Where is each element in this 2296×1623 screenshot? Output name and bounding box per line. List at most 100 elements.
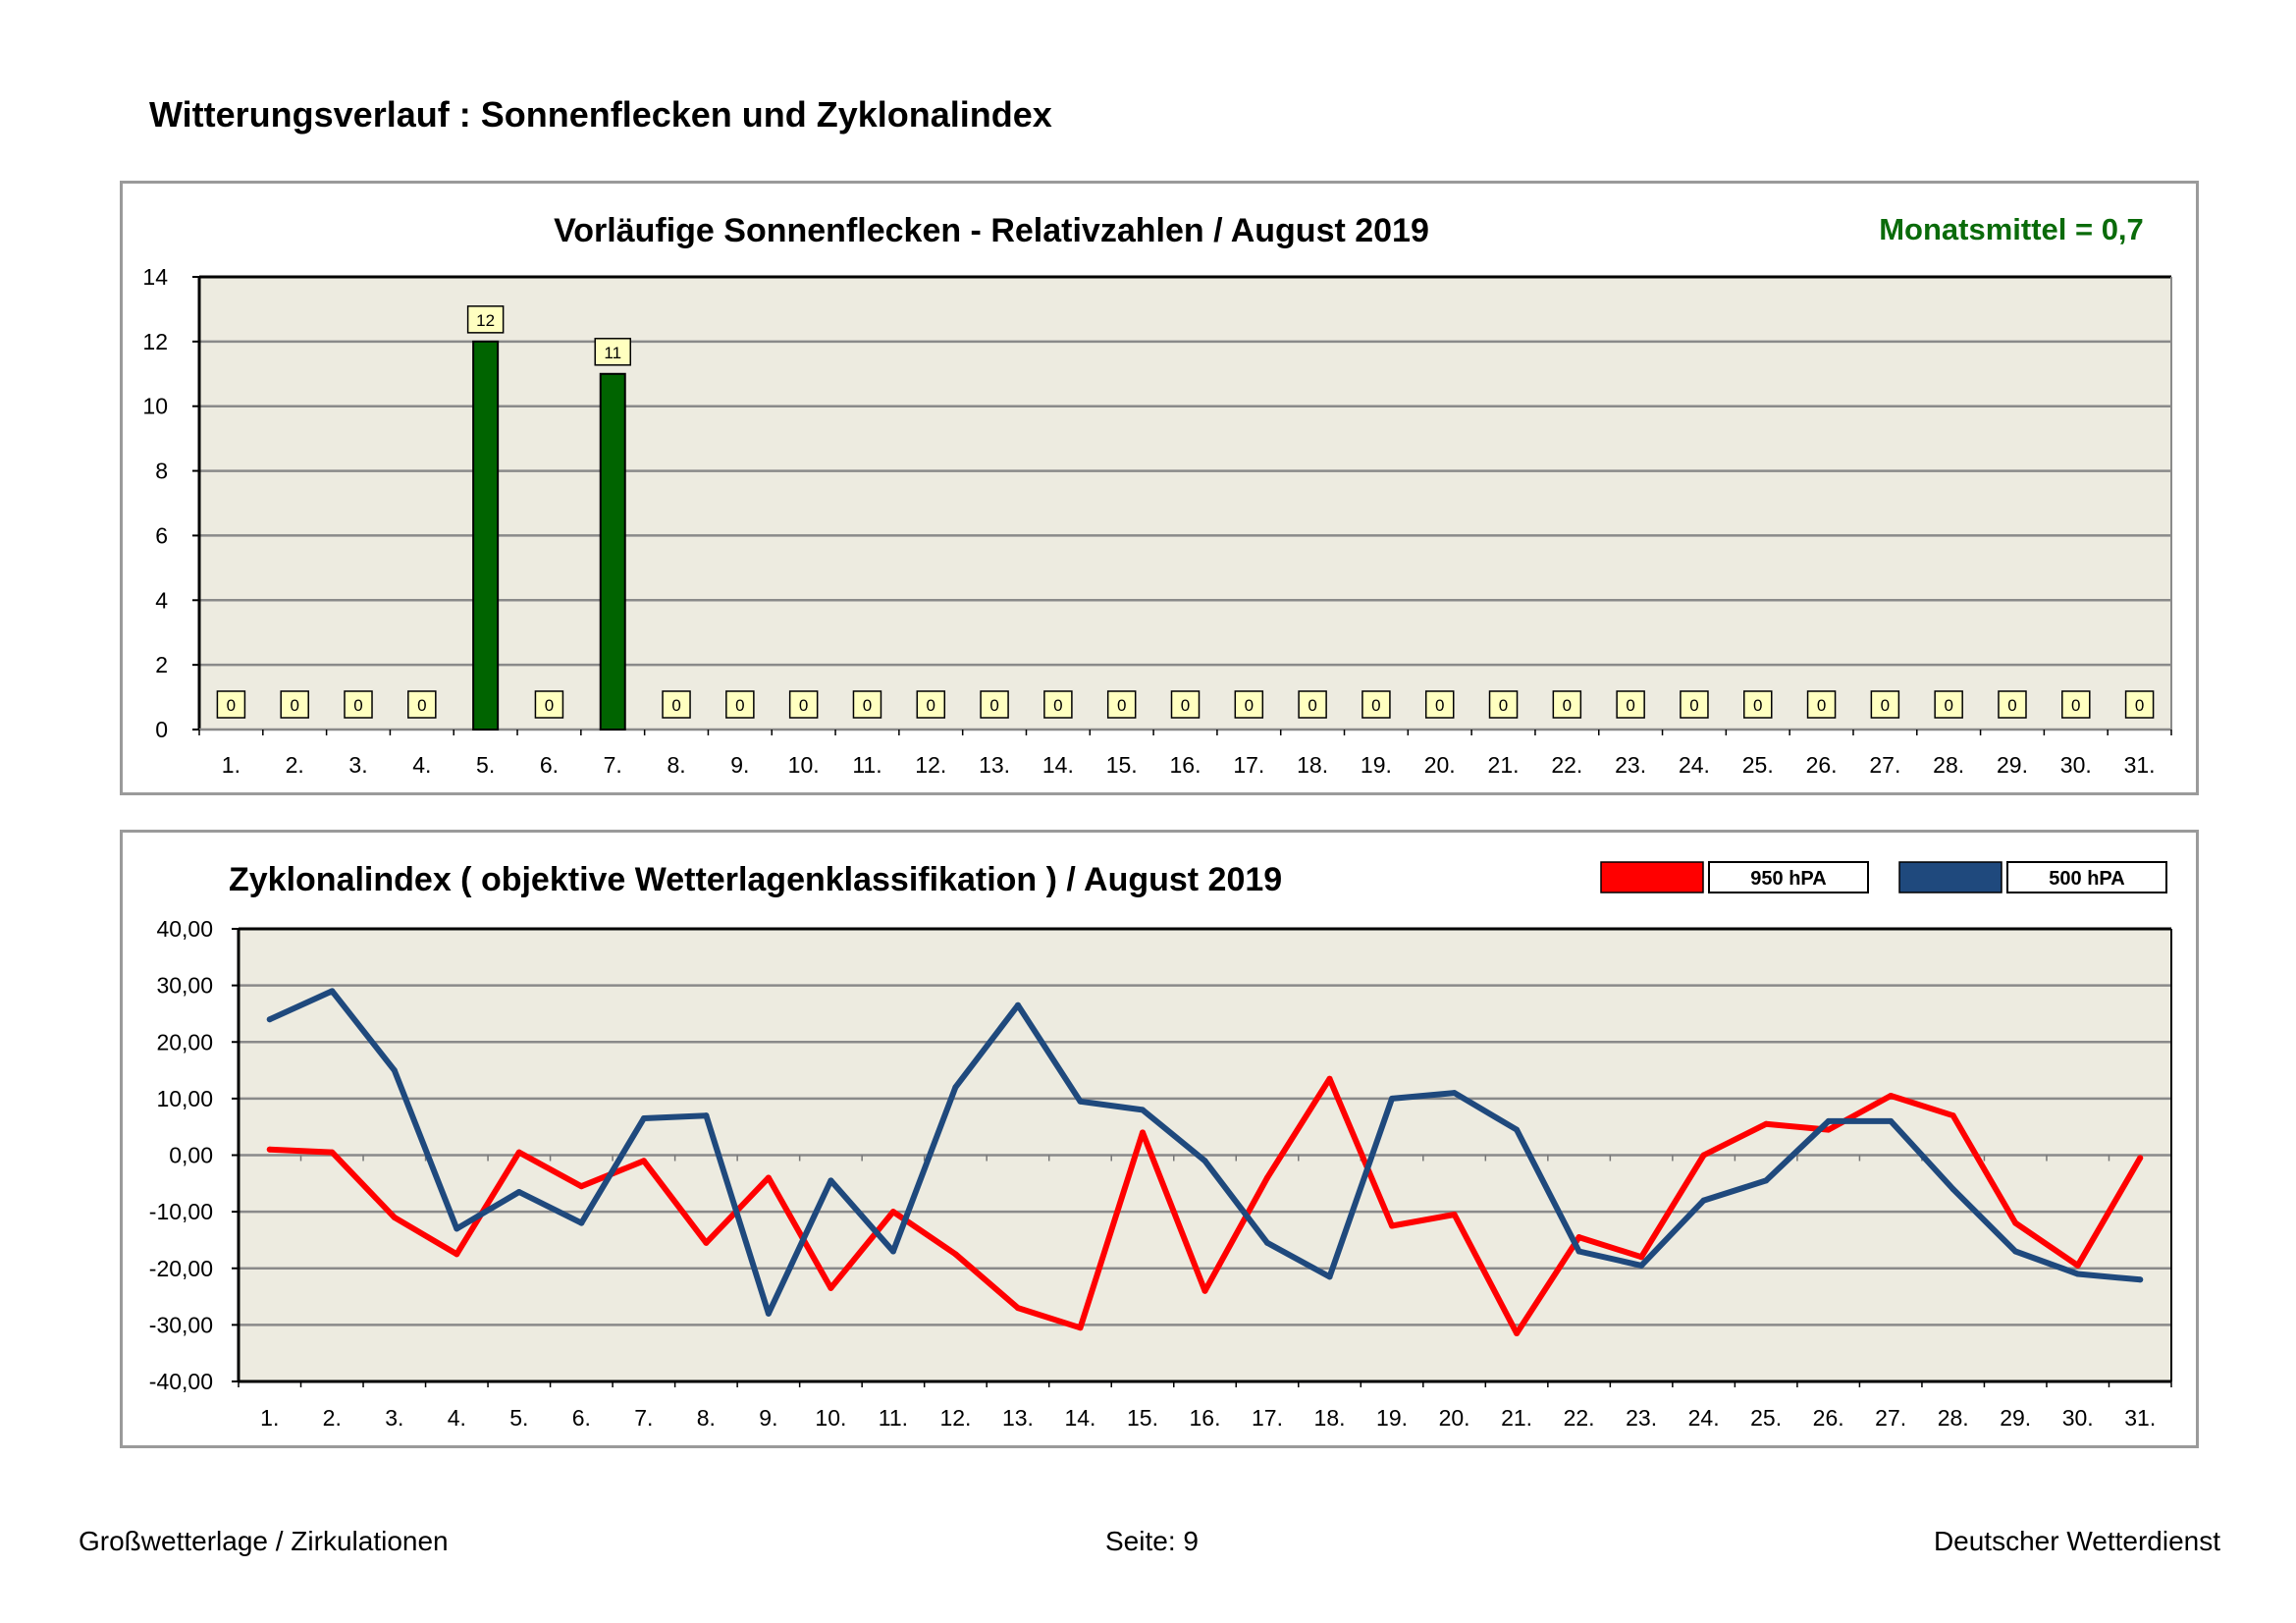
chart-title: Zyklonalindex ( objektive Wetterlagenkla… — [229, 861, 1282, 898]
bar — [599, 372, 626, 731]
data-point — [765, 1310, 772, 1317]
data-point — [1763, 1120, 1770, 1127]
footer-section-label: Großwetterlage / Zirkulationen — [79, 1526, 449, 1556]
data-label-box — [788, 690, 819, 719]
data-label-box — [1934, 690, 1963, 719]
data-label-box — [407, 690, 437, 719]
x-tick-label: 26. — [1813, 1405, 1844, 1431]
data-point — [1389, 1095, 1396, 1102]
x-tick-label: 22. — [1551, 752, 1582, 778]
plot-area — [199, 277, 2171, 730]
footer-publisher: Deutscher Wetterdienst — [1933, 1526, 2220, 1556]
data-point — [952, 1251, 959, 1258]
x-tick-label: 16. — [1170, 752, 1201, 778]
x-tick-label: 6. — [540, 752, 559, 778]
x-tick-label: 14. — [1064, 1405, 1095, 1431]
data-point — [1014, 1001, 1021, 1008]
data-point — [828, 1177, 834, 1184]
data-label: 0 — [671, 696, 680, 715]
data-label: 0 — [735, 696, 744, 715]
legend-label: 500 hPA — [2049, 868, 2124, 890]
data-point — [391, 1214, 398, 1220]
y-tick-label: -30,00 — [149, 1312, 213, 1337]
x-tick-label: 7. — [604, 752, 622, 778]
data-point — [1638, 1262, 1645, 1269]
bar — [472, 340, 500, 730]
y-tick-label: -10,00 — [149, 1199, 213, 1224]
data-point — [329, 1149, 336, 1156]
data-point — [1451, 1212, 1458, 1218]
data-label-box — [216, 690, 246, 719]
legend-label-box — [1708, 861, 1869, 893]
x-tick-label: 4. — [448, 1405, 466, 1431]
x-tick-label: 17. — [1252, 1405, 1283, 1431]
x-tick-label: 5. — [476, 752, 495, 778]
x-tick-label: 10. — [815, 1405, 846, 1431]
x-tick-label: 18. — [1314, 1405, 1346, 1431]
data-label-box — [1234, 690, 1264, 719]
data-point — [889, 1248, 896, 1255]
x-tick-label: 5. — [509, 1405, 528, 1431]
chart-title: Vorläufige Sonnenflecken - Relativzahlen… — [554, 212, 1429, 249]
x-tick-label: 29. — [1997, 752, 2028, 778]
data-point — [1638, 1254, 1645, 1261]
data-point — [266, 1146, 273, 1153]
data-label: 0 — [1689, 696, 1698, 715]
y-tick-label: 14 — [142, 264, 168, 290]
x-tick-label: 13. — [979, 752, 1010, 778]
data-label-box — [280, 690, 309, 719]
data-label: 0 — [799, 696, 808, 715]
x-tick-label: 19. — [1376, 1405, 1408, 1431]
data-point — [266, 1016, 273, 1023]
data-label-box — [1616, 690, 1645, 719]
x-tick-label: 1. — [260, 1405, 279, 1431]
data-point — [1888, 1117, 1895, 1124]
data-point — [1575, 1234, 1582, 1241]
data-point — [391, 1067, 398, 1074]
x-tick-label: 30. — [2060, 752, 2092, 778]
x-tick-label: 9. — [730, 752, 749, 778]
data-point — [640, 1115, 647, 1122]
x-tick-label: 13. — [1002, 1405, 1034, 1431]
data-label: 0 — [1626, 696, 1634, 715]
data-label: 0 — [1563, 696, 1572, 715]
x-tick-label: 4. — [412, 752, 431, 778]
data-label: 0 — [1435, 696, 1444, 715]
data-point — [1825, 1126, 1832, 1133]
x-tick-label: 11. — [879, 1405, 908, 1431]
data-label-box — [2061, 690, 2091, 719]
x-tick-label: 23. — [1615, 752, 1646, 778]
y-tick-label: 4 — [155, 587, 168, 613]
x-tick-label: 31. — [2124, 752, 2156, 778]
x-tick-label: 19. — [1361, 752, 1392, 778]
data-point — [1763, 1177, 1770, 1184]
x-tick-label: 10. — [788, 752, 820, 778]
x-tick-label: 29. — [2000, 1405, 2031, 1431]
legend-swatch — [1600, 861, 1704, 893]
x-tick-label: 3. — [385, 1405, 403, 1431]
y-tick-label: 0 — [155, 717, 168, 742]
data-label-box — [534, 690, 564, 719]
sunspot-chart-panel: Vorläufige Sonnenflecken - Relativzahlen… — [120, 181, 2199, 795]
x-tick-label: 27. — [1875, 1405, 1906, 1431]
data-point — [1451, 1090, 1458, 1097]
data-point — [1389, 1222, 1396, 1229]
data-label: 0 — [1944, 696, 1952, 715]
data-point — [1949, 1112, 1956, 1119]
data-label-box — [2124, 690, 2155, 719]
data-label: 0 — [1181, 696, 1190, 715]
x-tick-label: 6. — [572, 1405, 591, 1431]
data-label-box — [1743, 690, 1773, 719]
data-point — [640, 1158, 647, 1164]
data-label-box — [1998, 690, 2027, 719]
x-tick-label: 2. — [286, 752, 304, 778]
y-tick-label: 12 — [142, 329, 168, 354]
x-tick-label: 12. — [939, 1405, 971, 1431]
y-tick-label: 10 — [142, 394, 168, 419]
data-point — [2074, 1262, 2081, 1269]
data-label: 0 — [290, 696, 298, 715]
data-label-box — [1298, 690, 1327, 719]
data-label: 0 — [2007, 696, 2016, 715]
cyclonal-index-line-chart: Zyklonalindex ( objektive Wetterlagenkla… — [149, 861, 2172, 1431]
x-tick-label: 21. — [1488, 752, 1520, 778]
